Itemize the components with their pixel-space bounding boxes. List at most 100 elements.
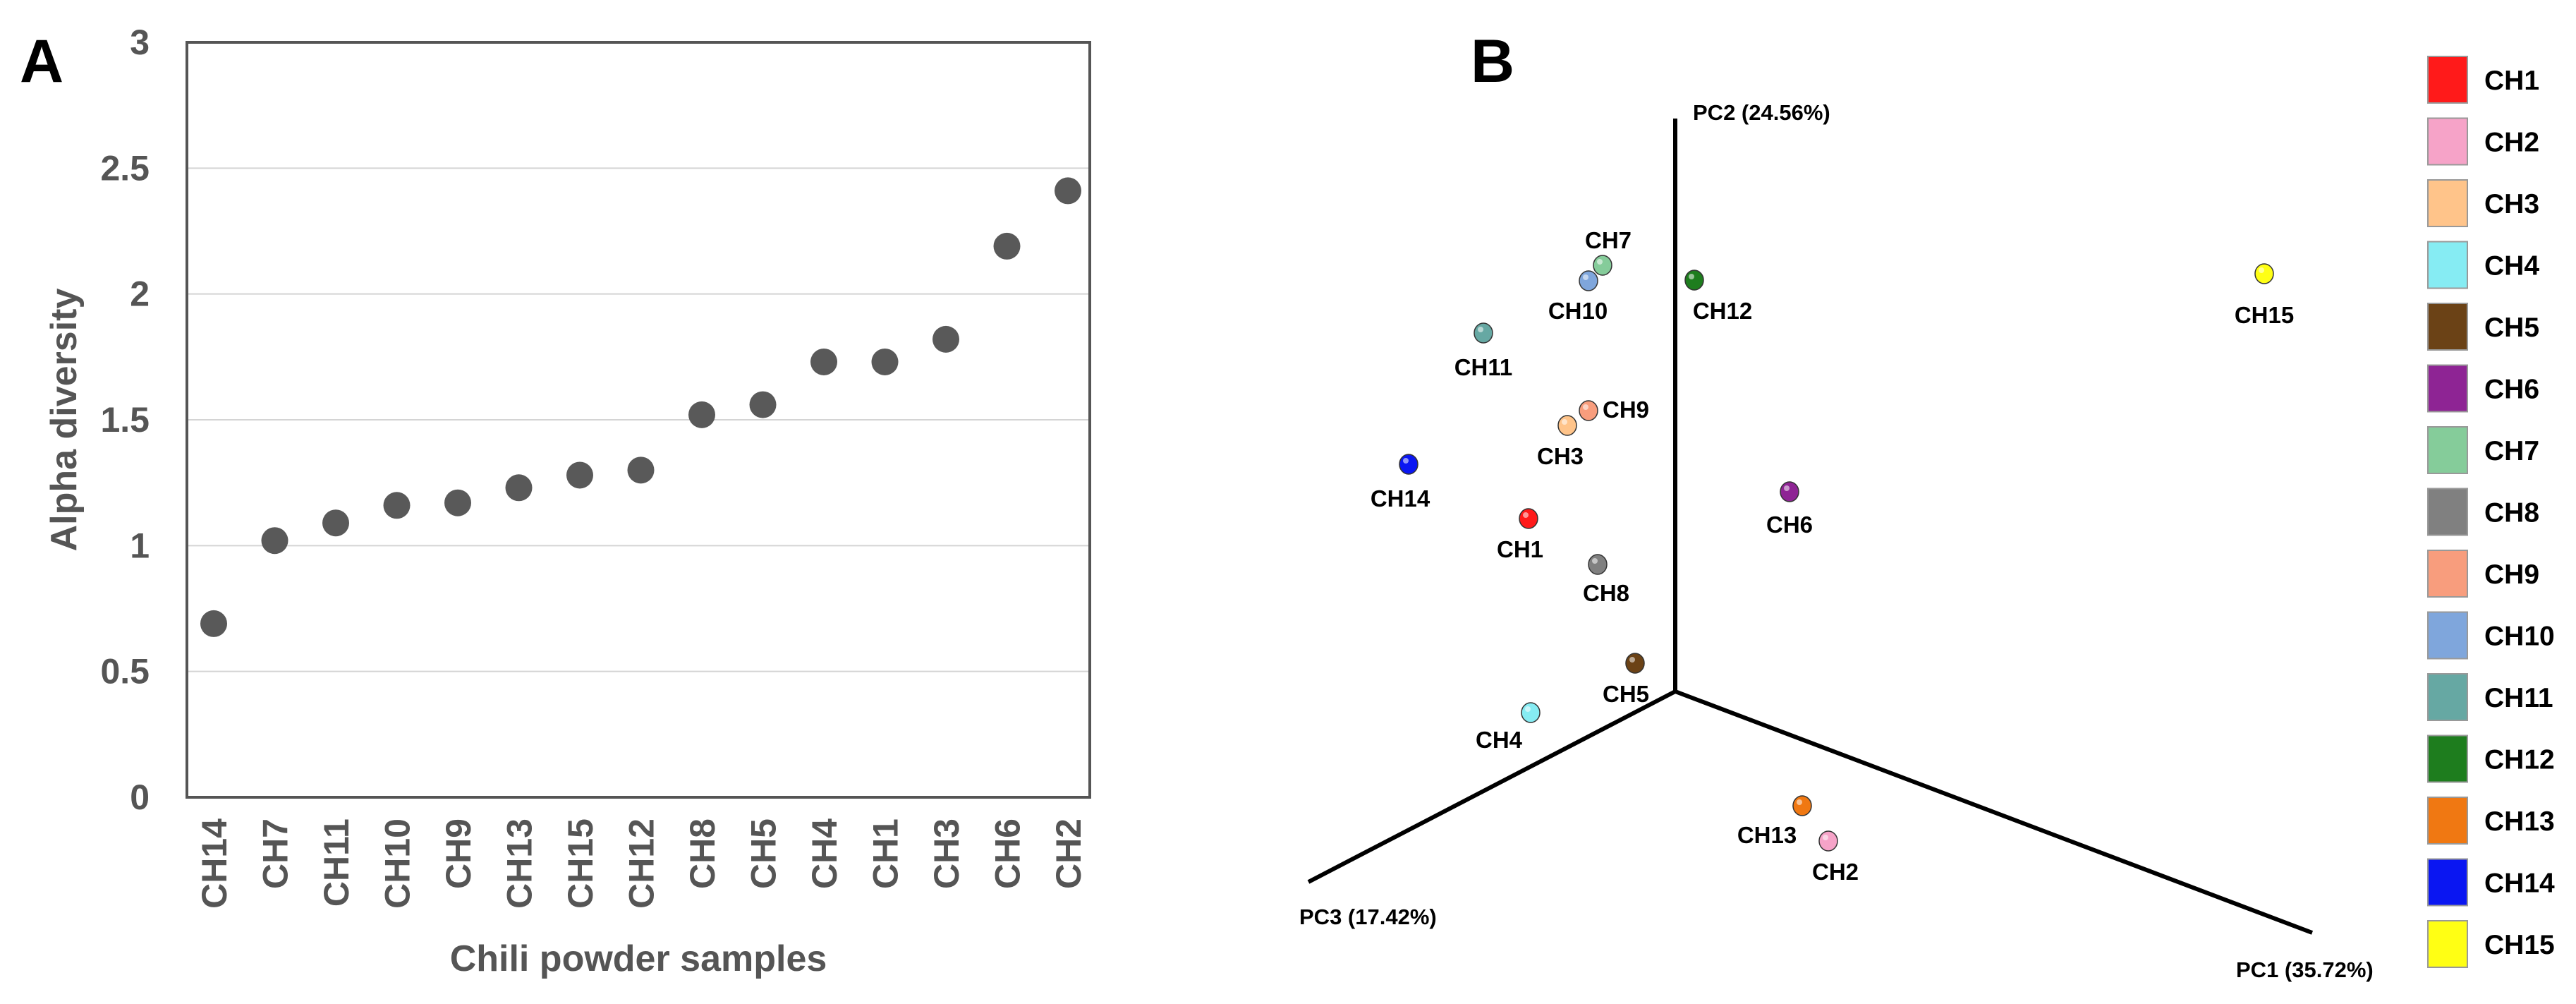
x-tick-label: CH7 xyxy=(256,818,296,889)
panel-b-letter: B xyxy=(1471,28,1514,95)
legend-swatch xyxy=(2427,734,2468,783)
marker-highlight xyxy=(1583,404,1588,410)
legend-label: CH6 xyxy=(2484,375,2539,405)
marker-highlight xyxy=(1525,706,1531,712)
legend-swatch xyxy=(2427,56,2468,104)
pcoa-point-ch15: CH15 xyxy=(2235,263,2294,328)
data-point xyxy=(261,527,288,555)
marker-highlight xyxy=(1689,274,1694,279)
legend-swatch xyxy=(2427,550,2468,598)
pcoa-marker xyxy=(1588,554,1608,575)
x-tick-labels: CH14 CH7 CH11 CH10 CH9 CH13 CH15 CH12 CH8 CH5 CH4 C… xyxy=(195,818,1088,909)
pcoa-marker xyxy=(1579,270,1598,291)
legend-swatch xyxy=(2427,673,2468,721)
pcoa-marker xyxy=(1684,270,1704,291)
data-point xyxy=(993,232,1021,260)
pc1-axis xyxy=(1674,689,2314,935)
x-tick-label: CH15 xyxy=(561,818,600,909)
pcoa-marker xyxy=(1557,415,1577,436)
pcoa-marker xyxy=(1399,454,1418,475)
legend-item-ch13: CH13 xyxy=(2427,797,2555,845)
legend-item-ch11: CH11 xyxy=(2427,673,2553,721)
pc-axes xyxy=(1307,119,2314,935)
x-tick-label: CH1 xyxy=(866,818,906,889)
pcoa-point-ch14: CH14 xyxy=(1371,454,1430,512)
marker-highlight xyxy=(2259,267,2264,273)
x-tick-label: CH10 xyxy=(378,818,418,909)
legend-label: CH11 xyxy=(2484,683,2553,713)
x-tick-label: CH8 xyxy=(683,818,722,889)
pcoa-point-label: CH4 xyxy=(1476,727,1523,753)
y-tick-labels: 0 0.5 1 1.5 2 2.5 3 xyxy=(100,23,150,817)
legend-swatch xyxy=(2427,179,2468,227)
data-point xyxy=(444,489,471,516)
pcoa-point-ch12: CH12 xyxy=(1684,270,1752,324)
legend-item-ch1: CH1 xyxy=(2427,56,2539,104)
legend-swatch xyxy=(2427,426,2468,474)
legend-item-ch7: CH7 xyxy=(2427,426,2539,474)
pcoa-marker xyxy=(1780,481,1799,502)
y-tick-label: 3 xyxy=(130,23,150,62)
legend-swatch xyxy=(2427,364,2468,413)
pcoa-points: CH1 CH2 CH3 CH4 CH5 CH6 CH7 CH8 CH9 CH10 CH11 CH12 C… xyxy=(1371,227,2294,885)
x-axis-title: Chili powder samples xyxy=(450,938,827,979)
data-point xyxy=(810,348,837,375)
pc3-axis xyxy=(1307,689,1677,884)
data-point xyxy=(200,610,227,637)
legend-swatch xyxy=(2427,611,2468,660)
legend-label: CH3 xyxy=(2484,189,2539,219)
legend-label: CH8 xyxy=(2484,498,2539,528)
legend-item-ch3: CH3 xyxy=(2427,179,2539,227)
legend-item-ch4: CH4 xyxy=(2427,241,2539,289)
pcoa-point-label: CH8 xyxy=(1583,580,1629,606)
pcoa-marker xyxy=(1818,830,1838,852)
pcoa-point-label: CH1 xyxy=(1497,536,1543,562)
pcoa-point-label: CH7 xyxy=(1585,227,1632,253)
data-point xyxy=(1055,177,1081,205)
data-point xyxy=(505,474,533,502)
data-point xyxy=(932,325,959,353)
data-point xyxy=(688,401,715,428)
pcoa-marker xyxy=(1474,322,1493,344)
pc2-axis-label: PC2 (24.56%) xyxy=(1693,100,1830,125)
pcoa-point-ch2: CH2 xyxy=(1812,830,1859,885)
legend-item-ch8: CH8 xyxy=(2427,488,2539,536)
legend-item-ch12: CH12 xyxy=(2427,734,2555,783)
legend-label: CH2 xyxy=(2484,128,2539,158)
pcoa-point-label: CH15 xyxy=(2235,302,2294,328)
pcoa-point-ch3: CH3 xyxy=(1537,415,1584,469)
x-tick-label: CH2 xyxy=(1049,818,1088,889)
x-tick-label: CH4 xyxy=(805,818,844,889)
legend-label: CH4 xyxy=(2484,251,2539,282)
legend-label: CH12 xyxy=(2484,745,2555,775)
y-tick-label: 2.5 xyxy=(100,148,150,188)
x-tick-label: CH14 xyxy=(195,818,234,909)
pcoa-marker xyxy=(1792,795,1812,816)
legend-label: CH15 xyxy=(2484,930,2555,960)
legend: CH1 CH2 CH3 CH4 CH5 CH6 CH7 CH8 CH9 CH10 CH11 CH12 C… xyxy=(2427,56,2555,968)
pcoa-point-ch6: CH6 xyxy=(1766,481,1813,538)
marker-highlight xyxy=(1629,657,1635,663)
legend-label: CH10 xyxy=(2484,622,2555,652)
pcoa-marker xyxy=(1521,702,1541,723)
legend-label: CH13 xyxy=(2484,806,2555,837)
marker-highlight xyxy=(1523,512,1529,518)
pcoa-point-ch8: CH8 xyxy=(1583,554,1629,606)
pcoa-point-label: CH2 xyxy=(1812,859,1859,885)
pcoa-point-label: CH10 xyxy=(1548,298,1608,324)
pcoa-marker xyxy=(2254,263,2274,284)
legend-item-ch5: CH5 xyxy=(2427,303,2539,351)
legend-item-ch6: CH6 xyxy=(2427,364,2539,413)
pcoa-marker xyxy=(1593,255,1612,276)
marker-highlight xyxy=(1592,558,1598,564)
legend-label: CH1 xyxy=(2484,66,2539,96)
legend-label: CH7 xyxy=(2484,436,2539,466)
marker-highlight xyxy=(1823,835,1828,840)
legend-item-ch10: CH10 xyxy=(2427,611,2555,660)
legend-swatch xyxy=(2427,797,2468,845)
legend-swatch xyxy=(2427,303,2468,351)
marker-highlight xyxy=(1478,327,1483,332)
legend-swatch xyxy=(2427,117,2468,166)
pcoa-point-ch9: CH9 xyxy=(1579,397,1649,423)
